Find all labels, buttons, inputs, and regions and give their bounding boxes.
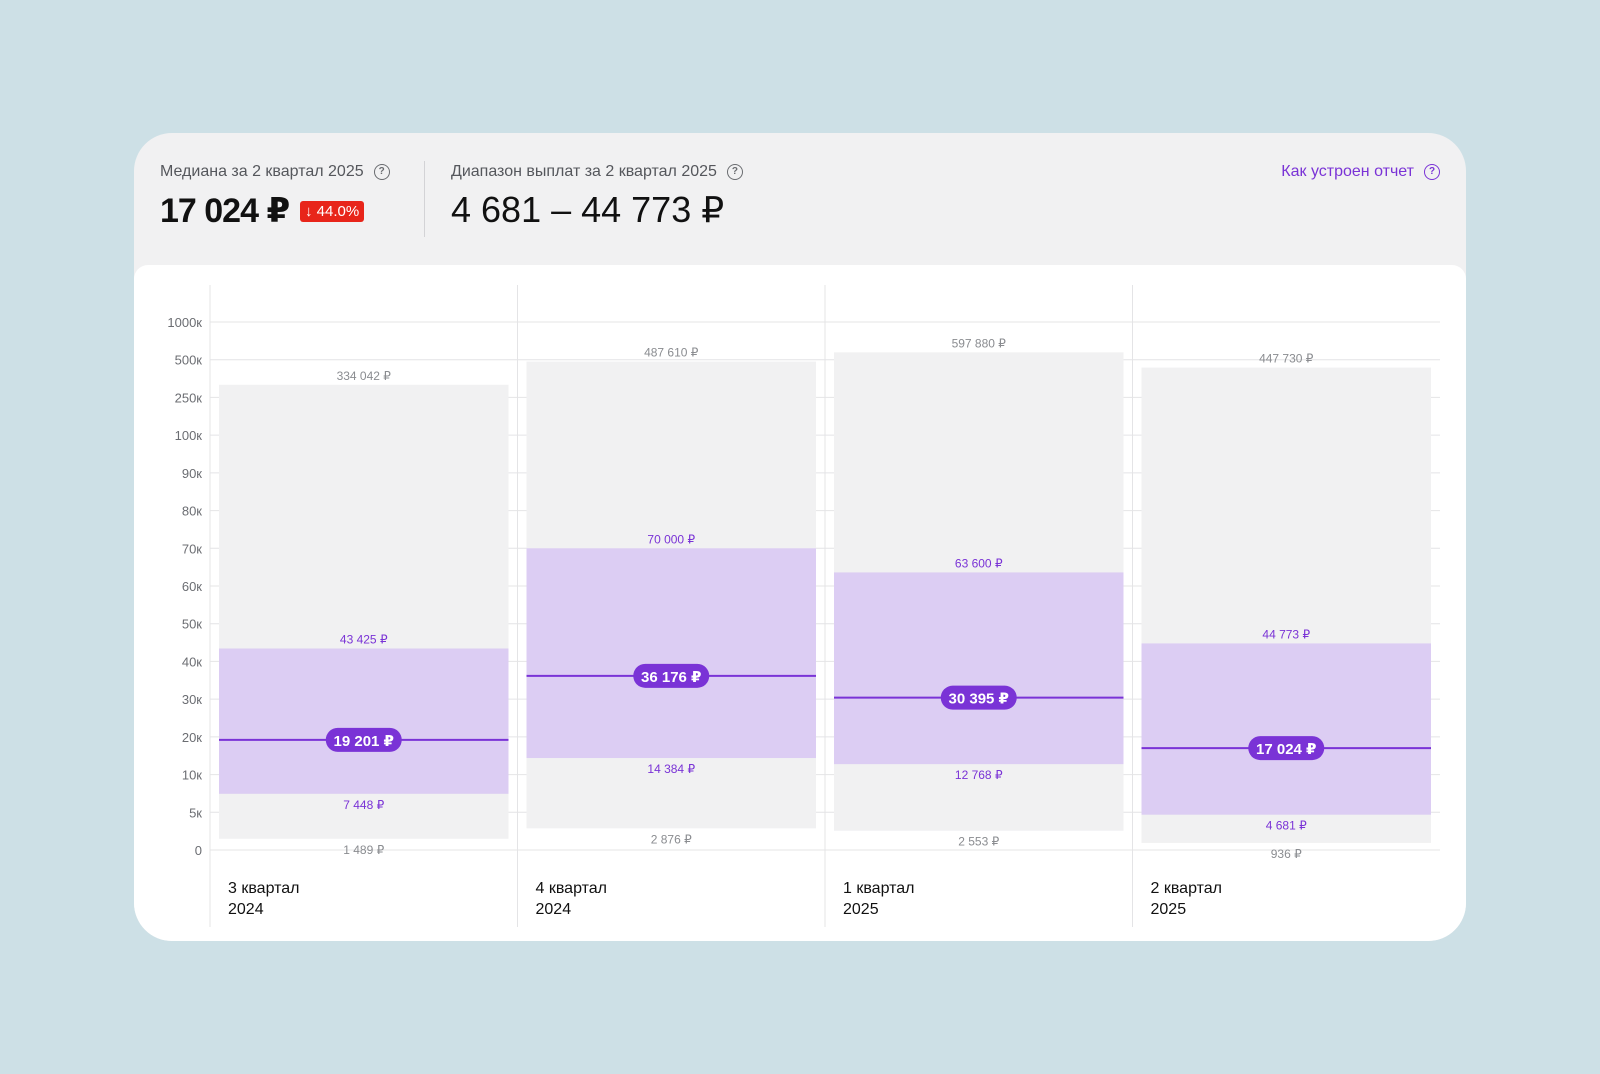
- q3-label: 70 000 ₽: [647, 532, 695, 546]
- y-tick-label: 250к: [175, 390, 203, 405]
- max-label: 597 880 ₽: [952, 336, 1007, 350]
- q1-label: 12 768 ₽: [955, 768, 1003, 782]
- q3-label: 44 773 ₽: [1262, 627, 1310, 641]
- median-pill-label: 19 201 ₽: [334, 733, 394, 750]
- chart-area: 0 5к 10к 20к 30к 40к 50к 60к 70к 80к 90к 100к 250к 50…: [134, 265, 1466, 941]
- median-pill: [325, 727, 402, 752]
- category-label-quarter: 3 квартал: [228, 880, 300, 897]
- y-tick-label: 1000к: [167, 315, 202, 330]
- interquartile-band: [526, 548, 816, 759]
- q3-label: 43 425 ₽: [340, 633, 388, 647]
- report-header: Медиана за 2 квартал 2025 ? 17 024 ₽ ↓ 4…: [134, 133, 1466, 265]
- payout-range-chart: 0 5к 10к 20к 30к 40к 50к 60к 70к 80к 90к 100к 250к 50…: [167, 285, 1440, 927]
- y-tick-label: 60к: [182, 579, 202, 594]
- y-tick-label: 0: [195, 843, 202, 858]
- median-change-badge: ↓ 44.0%: [300, 201, 365, 222]
- report-help-icon[interactable]: ?: [1424, 164, 1440, 180]
- min-label: 2 876 ₽: [651, 832, 692, 846]
- category-label-year: 2024: [536, 901, 572, 918]
- median-help-icon[interactable]: ?: [373, 164, 390, 180]
- median-pill: [940, 685, 1017, 710]
- header-divider: [424, 161, 425, 237]
- min-label: 936 ₽: [1271, 847, 1302, 861]
- y-tick-label: 50к: [182, 617, 202, 632]
- how-report-works-text[interactable]: Как устроен отчет: [1281, 163, 1414, 180]
- max-label: 447 730 ₽: [1259, 352, 1314, 366]
- median-pill-label: 17 024 ₽: [1256, 741, 1316, 758]
- range-value: 4 681 – 44 773 ₽: [451, 189, 725, 230]
- q1-label: 7 448 ₽: [343, 798, 384, 812]
- median-label: Медиана за 2 квартал 2025 ?: [160, 163, 390, 181]
- q3-label: 63 600 ₽: [955, 556, 1003, 570]
- category-label-quarter: 4 квартал: [536, 880, 608, 897]
- y-tick-label: 20к: [182, 730, 202, 745]
- median-pill-label: 36 176 ₽: [641, 669, 701, 686]
- median-value: 17 024 ₽: [160, 192, 290, 230]
- max-label: 487 610 ₽: [644, 346, 699, 360]
- interquartile-band: [219, 648, 509, 794]
- category-label-quarter: 2 квартал: [1151, 880, 1223, 897]
- y-tick-label: 30к: [182, 692, 202, 707]
- min-label: 1 489 ₽: [343, 843, 384, 857]
- interquartile-band: [834, 572, 1124, 765]
- min-label: 2 553 ₽: [958, 835, 999, 849]
- y-tick-label: 500к: [175, 353, 203, 368]
- salary-report-card: Медиана за 2 квартал 2025 ? 17 024 ₽ ↓ 4…: [134, 133, 1466, 941]
- y-tick-label: 70к: [182, 541, 202, 556]
- q1-label: 14 384 ₽: [647, 762, 695, 776]
- y-tick-label: 5к: [189, 805, 202, 820]
- range-help-icon[interactable]: ?: [726, 164, 743, 180]
- y-tick-label: 10к: [182, 768, 202, 783]
- interquartile-band: [1141, 643, 1431, 815]
- y-tick-label: 40к: [182, 654, 202, 669]
- q1-label: 4 681 ₽: [1266, 819, 1307, 833]
- y-tick-label: 80к: [182, 504, 202, 519]
- median-pill-label: 30 395 ₽: [949, 691, 1009, 708]
- range-label: Диапазон выплат за 2 квартал 2025 ?: [451, 163, 743, 181]
- range-label-text: Диапазон выплат за 2 квартал 2025: [451, 163, 717, 180]
- category-label-year: 2024: [228, 901, 264, 918]
- median-label-text: Медиана за 2 квартал 2025: [160, 163, 364, 180]
- category-label-quarter: 1 квартал: [843, 880, 915, 897]
- how-report-works-link[interactable]: Как устроен отчет ?: [1281, 163, 1440, 181]
- y-tick-label: 100к: [175, 428, 203, 443]
- category-label-year: 2025: [843, 901, 879, 918]
- y-tick-label: 90к: [182, 466, 202, 481]
- median-pill: [1248, 736, 1325, 761]
- category-label-year: 2025: [1151, 901, 1187, 918]
- max-label: 334 042 ₽: [337, 369, 392, 383]
- median-pill: [633, 663, 710, 688]
